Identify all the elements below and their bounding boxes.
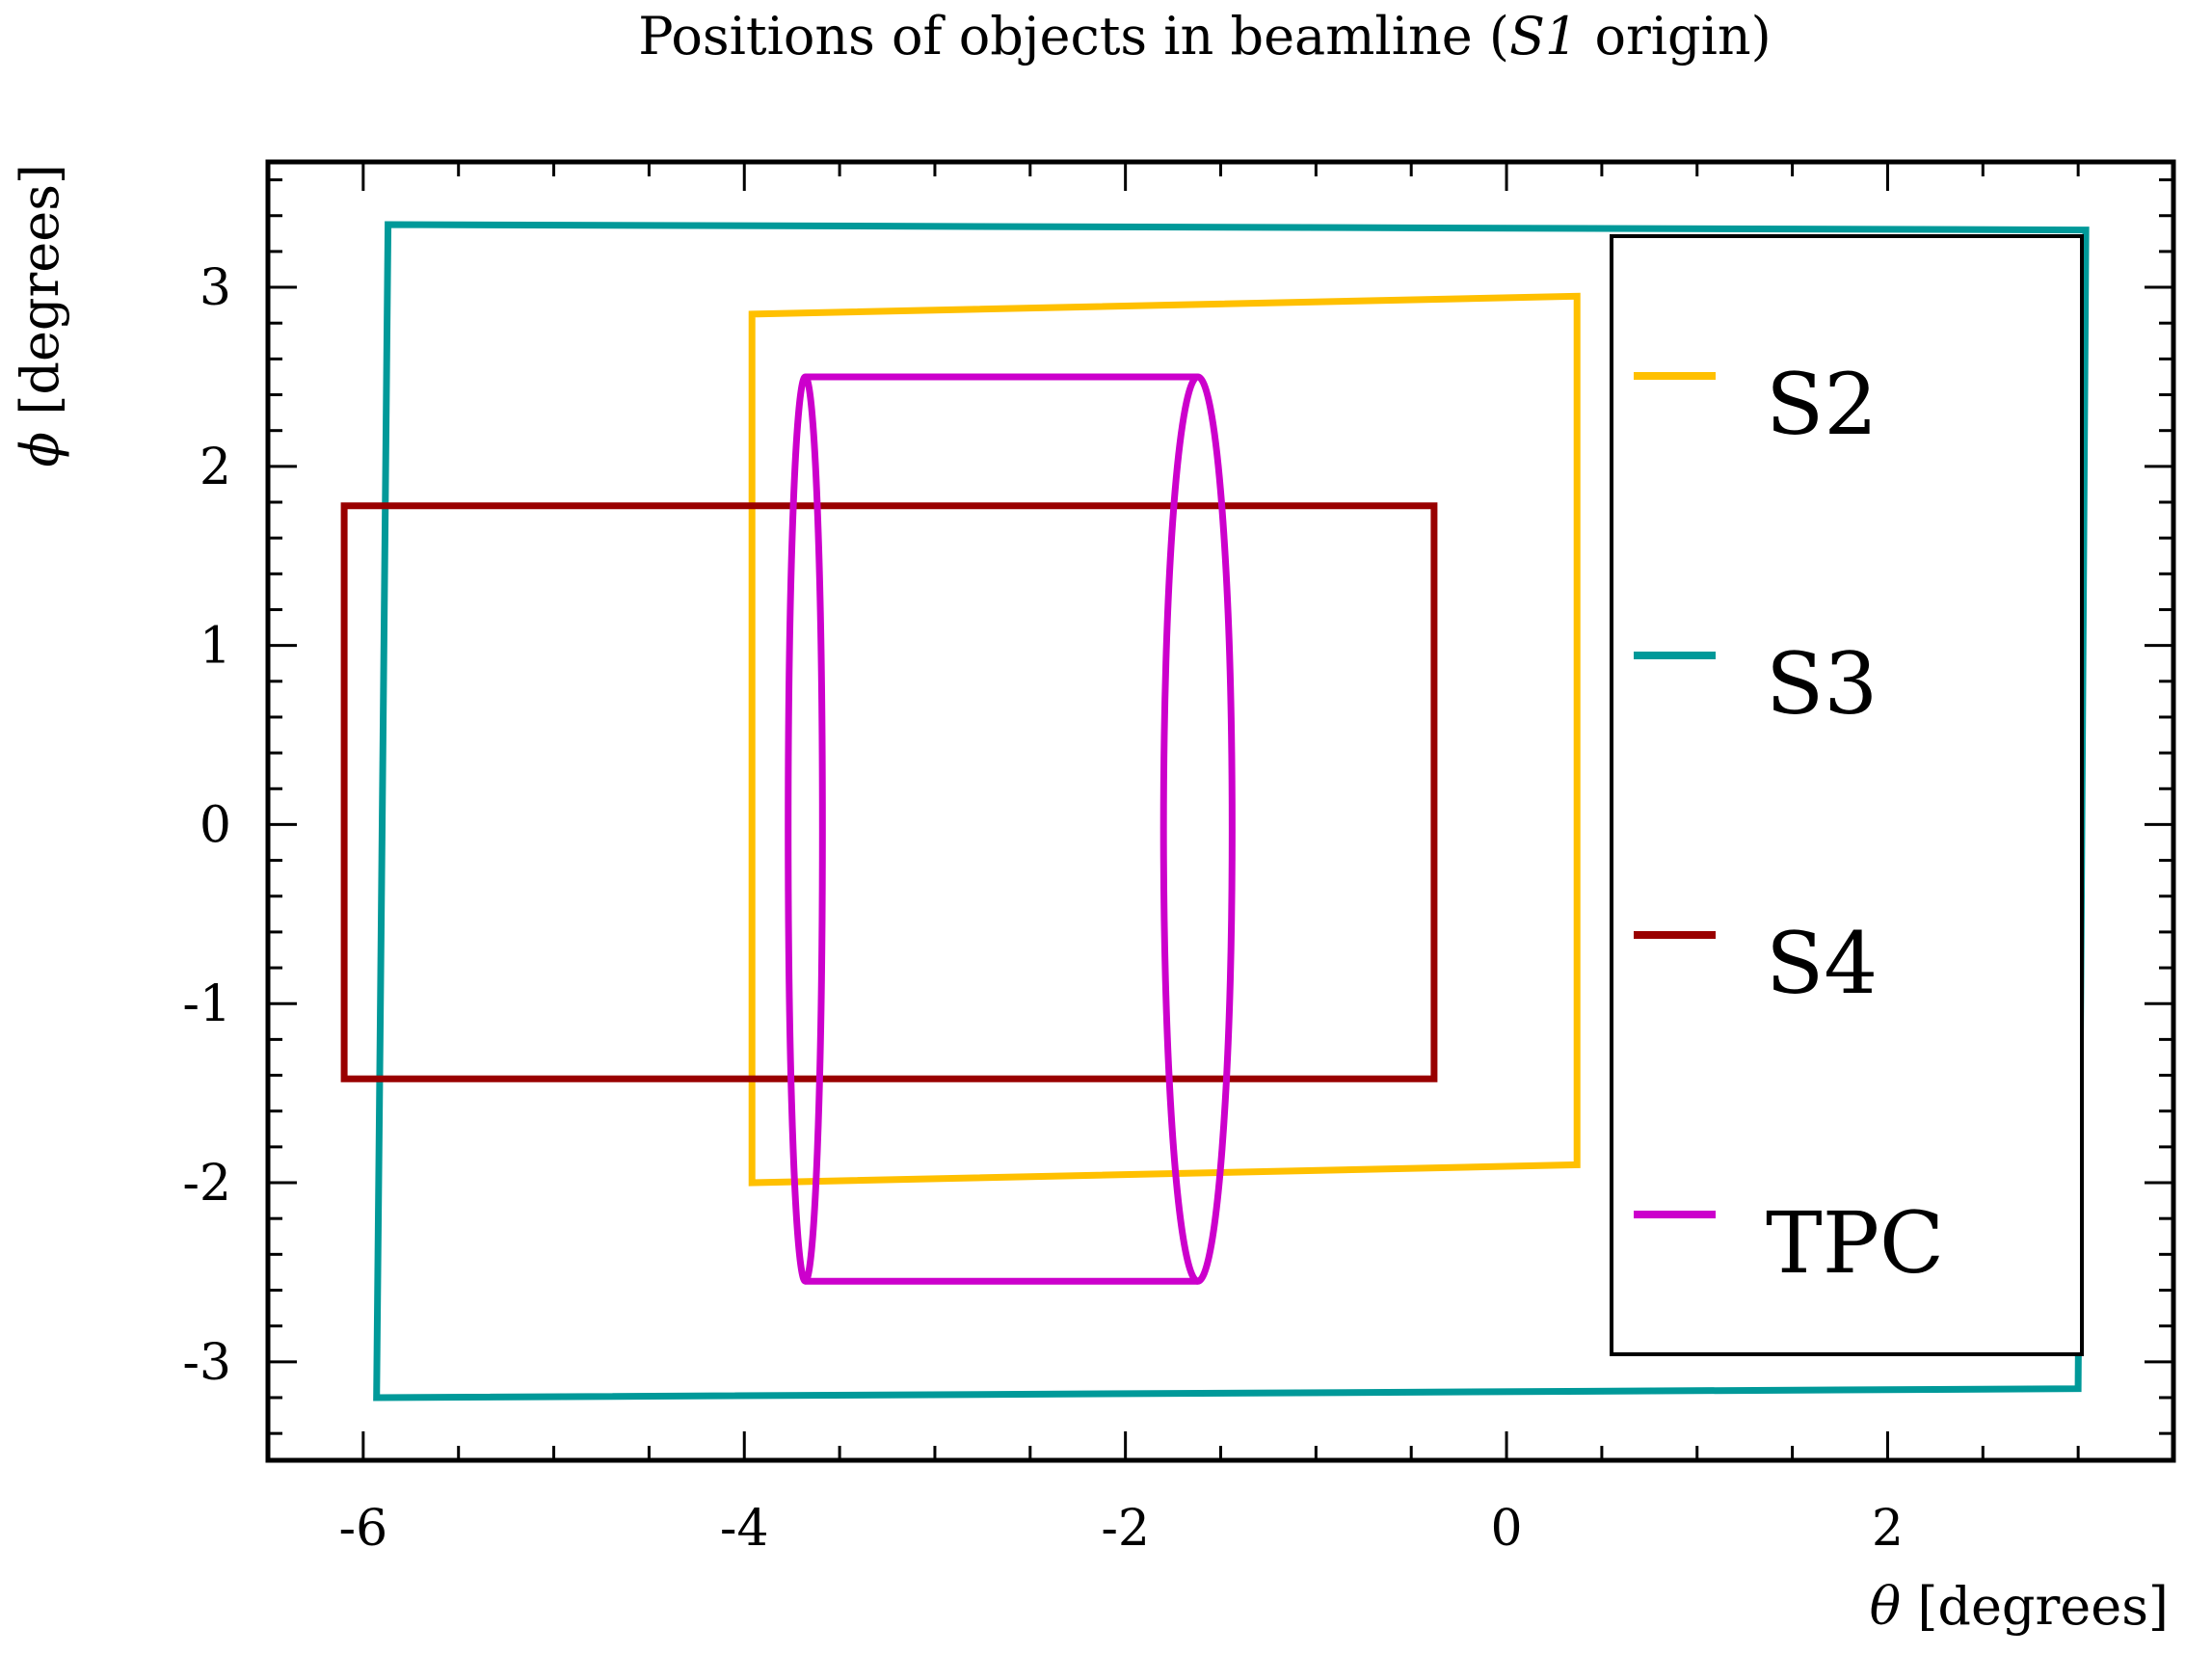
series-tpc-right-ellipse bbox=[1159, 373, 1236, 1285]
legend-label-tpc: TPC bbox=[1766, 1193, 1944, 1293]
chart-title: Positions of objects in beamline (S1 ori… bbox=[638, 6, 1772, 67]
x-tick-label: -6 bbox=[339, 1500, 388, 1558]
x-tick-label: 2 bbox=[1872, 1500, 1904, 1558]
x-tick-label: -4 bbox=[720, 1500, 769, 1558]
axis-ticks bbox=[266, 162, 2175, 1460]
x-tick-label: -2 bbox=[1101, 1500, 1150, 1558]
series-s4 bbox=[340, 502, 1438, 1082]
legend-box bbox=[1610, 234, 2084, 1356]
series-s2 bbox=[748, 292, 1581, 1187]
y-tick-label: -3 bbox=[182, 1334, 231, 1392]
series-tpc-left-ellipse bbox=[785, 373, 826, 1285]
legend-label-s2: S2 bbox=[1766, 355, 1878, 454]
x-tick-label: 0 bbox=[1491, 1500, 1523, 1558]
y-tick-label: -1 bbox=[182, 975, 231, 1033]
legend-entries: S2 S3 S4 TPC bbox=[1634, 355, 1944, 1293]
legend-label-s4: S4 bbox=[1766, 914, 1878, 1013]
y-tick-label: 1 bbox=[200, 618, 231, 676]
y-tick-label: -2 bbox=[182, 1155, 231, 1213]
x-axis-label: θ [degrees] bbox=[1870, 1576, 2169, 1637]
y-tick-label: 2 bbox=[200, 439, 231, 496]
plot-area bbox=[340, 221, 2090, 1401]
axis-tick-labels: -6 -4 -2 0 2 -3 -2 -1 0 1 2 3 bbox=[182, 259, 1904, 1558]
series-s3 bbox=[373, 221, 2090, 1401]
series-tpc bbox=[785, 373, 1236, 1285]
y-tick-label: 3 bbox=[200, 259, 231, 317]
legend-label-s3: S3 bbox=[1766, 634, 1878, 734]
legend: S2 S3 S4 TPC bbox=[1610, 234, 2084, 1356]
y-tick-label: 0 bbox=[200, 796, 231, 854]
y-axis-label: ϕ [degrees] bbox=[10, 164, 70, 467]
